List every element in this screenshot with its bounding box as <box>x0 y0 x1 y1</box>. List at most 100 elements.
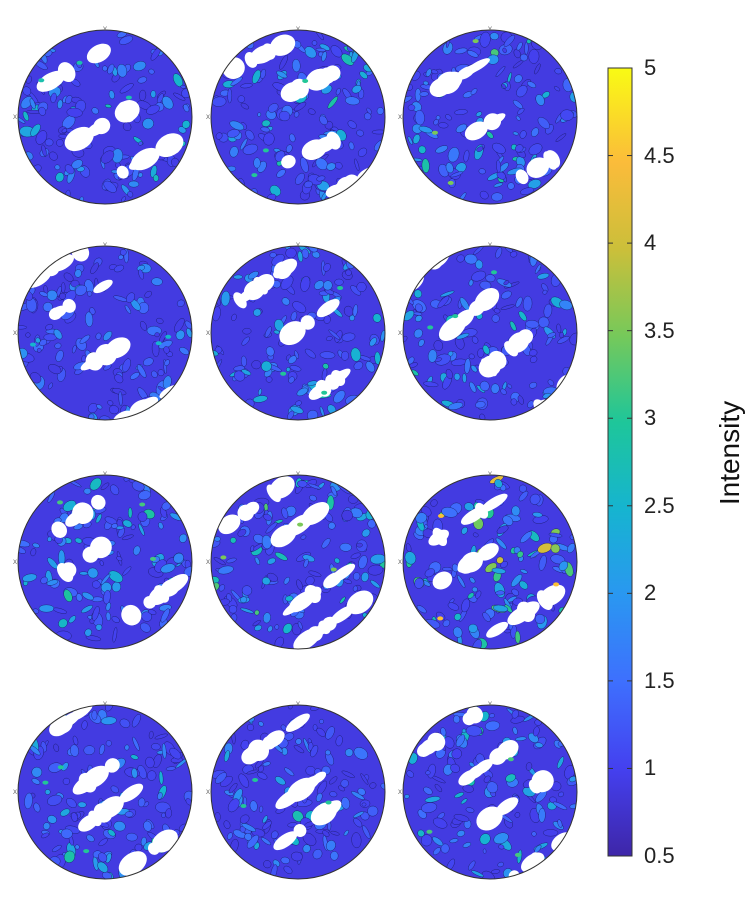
intensity-contour <box>351 84 362 94</box>
intensity-contour <box>265 346 275 357</box>
intensity-contour <box>341 332 356 342</box>
intensity-contour <box>151 277 163 286</box>
low-intensity-region <box>290 78 309 99</box>
intensity-contour <box>245 129 255 141</box>
intensity-contour <box>352 572 361 581</box>
axis-marker-y: Y <box>488 702 492 708</box>
intensity-contour <box>321 51 327 62</box>
intensity-contour <box>327 96 339 109</box>
pole-figure-outline <box>402 704 578 880</box>
intensity-contour <box>447 602 460 611</box>
intensity-contour <box>91 107 99 115</box>
intensity-contour <box>495 590 505 596</box>
intensity-contour <box>322 830 330 837</box>
intensity-contour <box>217 565 234 575</box>
intensity-contour <box>239 814 250 824</box>
intensity-contour <box>505 773 516 783</box>
intensity-contour <box>84 628 92 637</box>
low-intensity-region <box>486 621 509 638</box>
axis-marker-y: Y <box>296 27 300 33</box>
intensity-contour <box>104 104 112 108</box>
pole-figure-panel: YX <box>13 27 193 205</box>
intensity-contour <box>86 834 95 842</box>
intensity-contour <box>41 832 50 839</box>
intensity-contour <box>343 578 352 584</box>
intensity-contour <box>471 870 484 878</box>
intensity-contour <box>151 340 160 358</box>
intensity-contour <box>92 605 100 621</box>
intensity-contour <box>292 59 301 73</box>
intensity-contour <box>309 494 317 502</box>
low-intensity-region <box>515 169 529 185</box>
intensity-contour <box>558 791 564 798</box>
intensity-contour <box>470 365 478 373</box>
intensity-contour <box>57 99 63 109</box>
intensity-contour <box>143 820 152 832</box>
intensity-contour <box>38 604 55 613</box>
axis-marker-y: Y <box>103 472 107 478</box>
axis-marker-y: Y <box>296 702 300 708</box>
intensity-contour <box>485 720 500 731</box>
intensity-contour <box>319 351 336 359</box>
intensity-contour <box>262 761 271 767</box>
intensity-contour <box>285 595 294 602</box>
axis-marker-x: X <box>13 560 17 566</box>
intensity-contour <box>46 579 59 586</box>
intensity-contour <box>352 585 358 592</box>
intensity-contour <box>63 589 73 602</box>
intensity-contour <box>66 797 77 809</box>
intensity-contour <box>329 791 338 798</box>
intensity-contour <box>36 347 42 353</box>
intensity-contour <box>501 290 512 300</box>
intensity-contour <box>267 625 273 633</box>
intensity-contour <box>537 542 553 554</box>
intensity-contour <box>520 187 535 195</box>
intensity-contour <box>328 329 341 340</box>
low-intensity-region <box>51 521 68 538</box>
intensity-contour <box>559 299 573 311</box>
intensity-contour <box>469 577 476 584</box>
intensity-contour <box>362 825 371 839</box>
intensity-contour <box>148 68 155 75</box>
intensity-contour <box>42 302 53 312</box>
intensity-contour <box>319 719 324 724</box>
intensity-contour <box>138 523 145 536</box>
axis-marker-x: X <box>13 790 17 796</box>
intensity-contour <box>529 356 538 363</box>
intensity-contour <box>276 70 288 79</box>
intensity-contour <box>289 133 296 143</box>
intensity-contour <box>218 584 226 592</box>
intensity-contour <box>124 811 134 818</box>
colorbar-ticks <box>608 67 632 857</box>
intensity-contour <box>264 326 272 338</box>
intensity-contour <box>300 157 309 173</box>
intensity-contour <box>162 375 172 389</box>
low-intensity-region <box>93 45 107 61</box>
intensity-contour <box>556 756 565 769</box>
intensity-contour <box>174 317 185 333</box>
pole-figure-panel: YX <box>206 472 386 650</box>
intensity-contour <box>557 819 563 828</box>
low-intensity-region <box>154 585 170 603</box>
intensity-contour <box>315 47 326 52</box>
intensity-contour <box>462 784 474 793</box>
intensity-contour <box>439 290 455 298</box>
intensity-contour <box>240 607 254 614</box>
intensity-contour <box>105 611 111 621</box>
intensity-contour <box>311 251 321 259</box>
low-intensity-region <box>281 155 296 169</box>
intensity-contour <box>492 142 506 154</box>
intensity-contour <box>148 730 154 740</box>
intensity-contour <box>71 812 78 822</box>
intensity-contour <box>461 598 470 613</box>
intensity-contour <box>119 83 134 94</box>
intensity-contour <box>500 388 507 395</box>
intensity-contour <box>229 146 239 158</box>
intensity-contour <box>116 556 123 562</box>
intensity-contour <box>44 138 54 147</box>
intensity-contour <box>413 328 423 339</box>
low-intensity-region <box>438 316 467 341</box>
intensity-contour <box>122 566 132 576</box>
intensity-contour <box>180 84 186 89</box>
